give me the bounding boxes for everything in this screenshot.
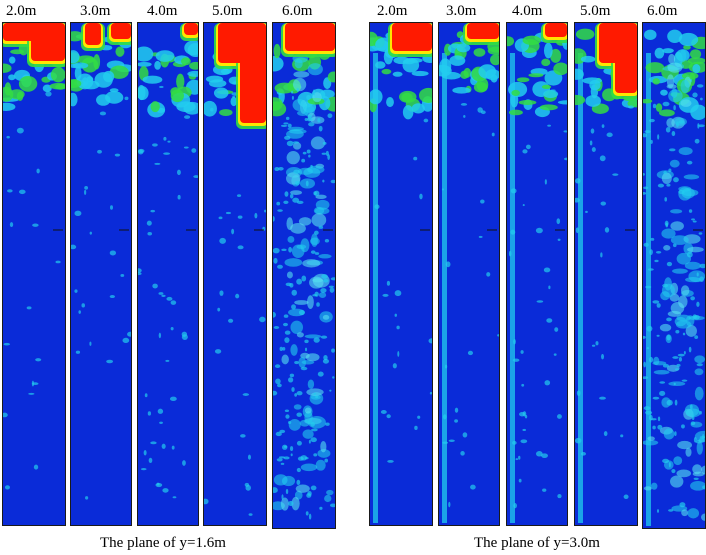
contour-panel-right-2 <box>438 22 500 526</box>
contour-panel-left-5 <box>272 22 336 529</box>
panel-label-left-2: 3.0m <box>80 3 111 19</box>
panel-label-left-4: 5.0m <box>212 3 243 19</box>
contour-panel-right-3 <box>506 22 568 526</box>
panel-label-right-1: 2.0m <box>377 3 408 19</box>
panel-label-right-3: 4.0m <box>512 3 543 19</box>
panel-label-right-5: 6.0m <box>647 3 678 19</box>
panel-label-left-3: 4.0m <box>147 3 178 19</box>
contour-panel-right-4-texture <box>575 23 637 523</box>
contour-panel-left-5-texture <box>273 23 335 520</box>
contour-panel-right-1-texture <box>370 23 432 523</box>
panel-label-right-4: 5.0m <box>580 3 611 19</box>
contour-panel-left-1 <box>2 22 66 526</box>
contour-panel-left-1-texture <box>3 23 65 490</box>
panel-label-left-5: 6.0m <box>282 3 313 19</box>
contour-panel-right-2-texture <box>439 23 499 523</box>
contour-panel-left-2 <box>70 22 132 526</box>
contour-panel-right-3-texture <box>507 23 567 523</box>
caption-left: The plane of y=1.6m <box>100 535 226 551</box>
contour-panel-right-1 <box>369 22 433 526</box>
contour-panel-left-4 <box>203 22 267 526</box>
panel-label-left-1: 2.0m <box>6 3 37 19</box>
panel-label-right-2: 3.0m <box>446 3 477 19</box>
contour-panel-right-4 <box>574 22 638 526</box>
contour-panel-left-3-texture <box>138 23 198 499</box>
contour-panel-left-4-texture <box>204 23 266 516</box>
caption-right: The plane of y=3.0m <box>474 535 600 551</box>
contour-panel-left-2-texture <box>71 23 131 500</box>
contour-panel-right-5-texture <box>643 29 705 526</box>
contour-panel-left-3 <box>137 22 199 526</box>
contour-panel-right-5 <box>642 22 706 529</box>
